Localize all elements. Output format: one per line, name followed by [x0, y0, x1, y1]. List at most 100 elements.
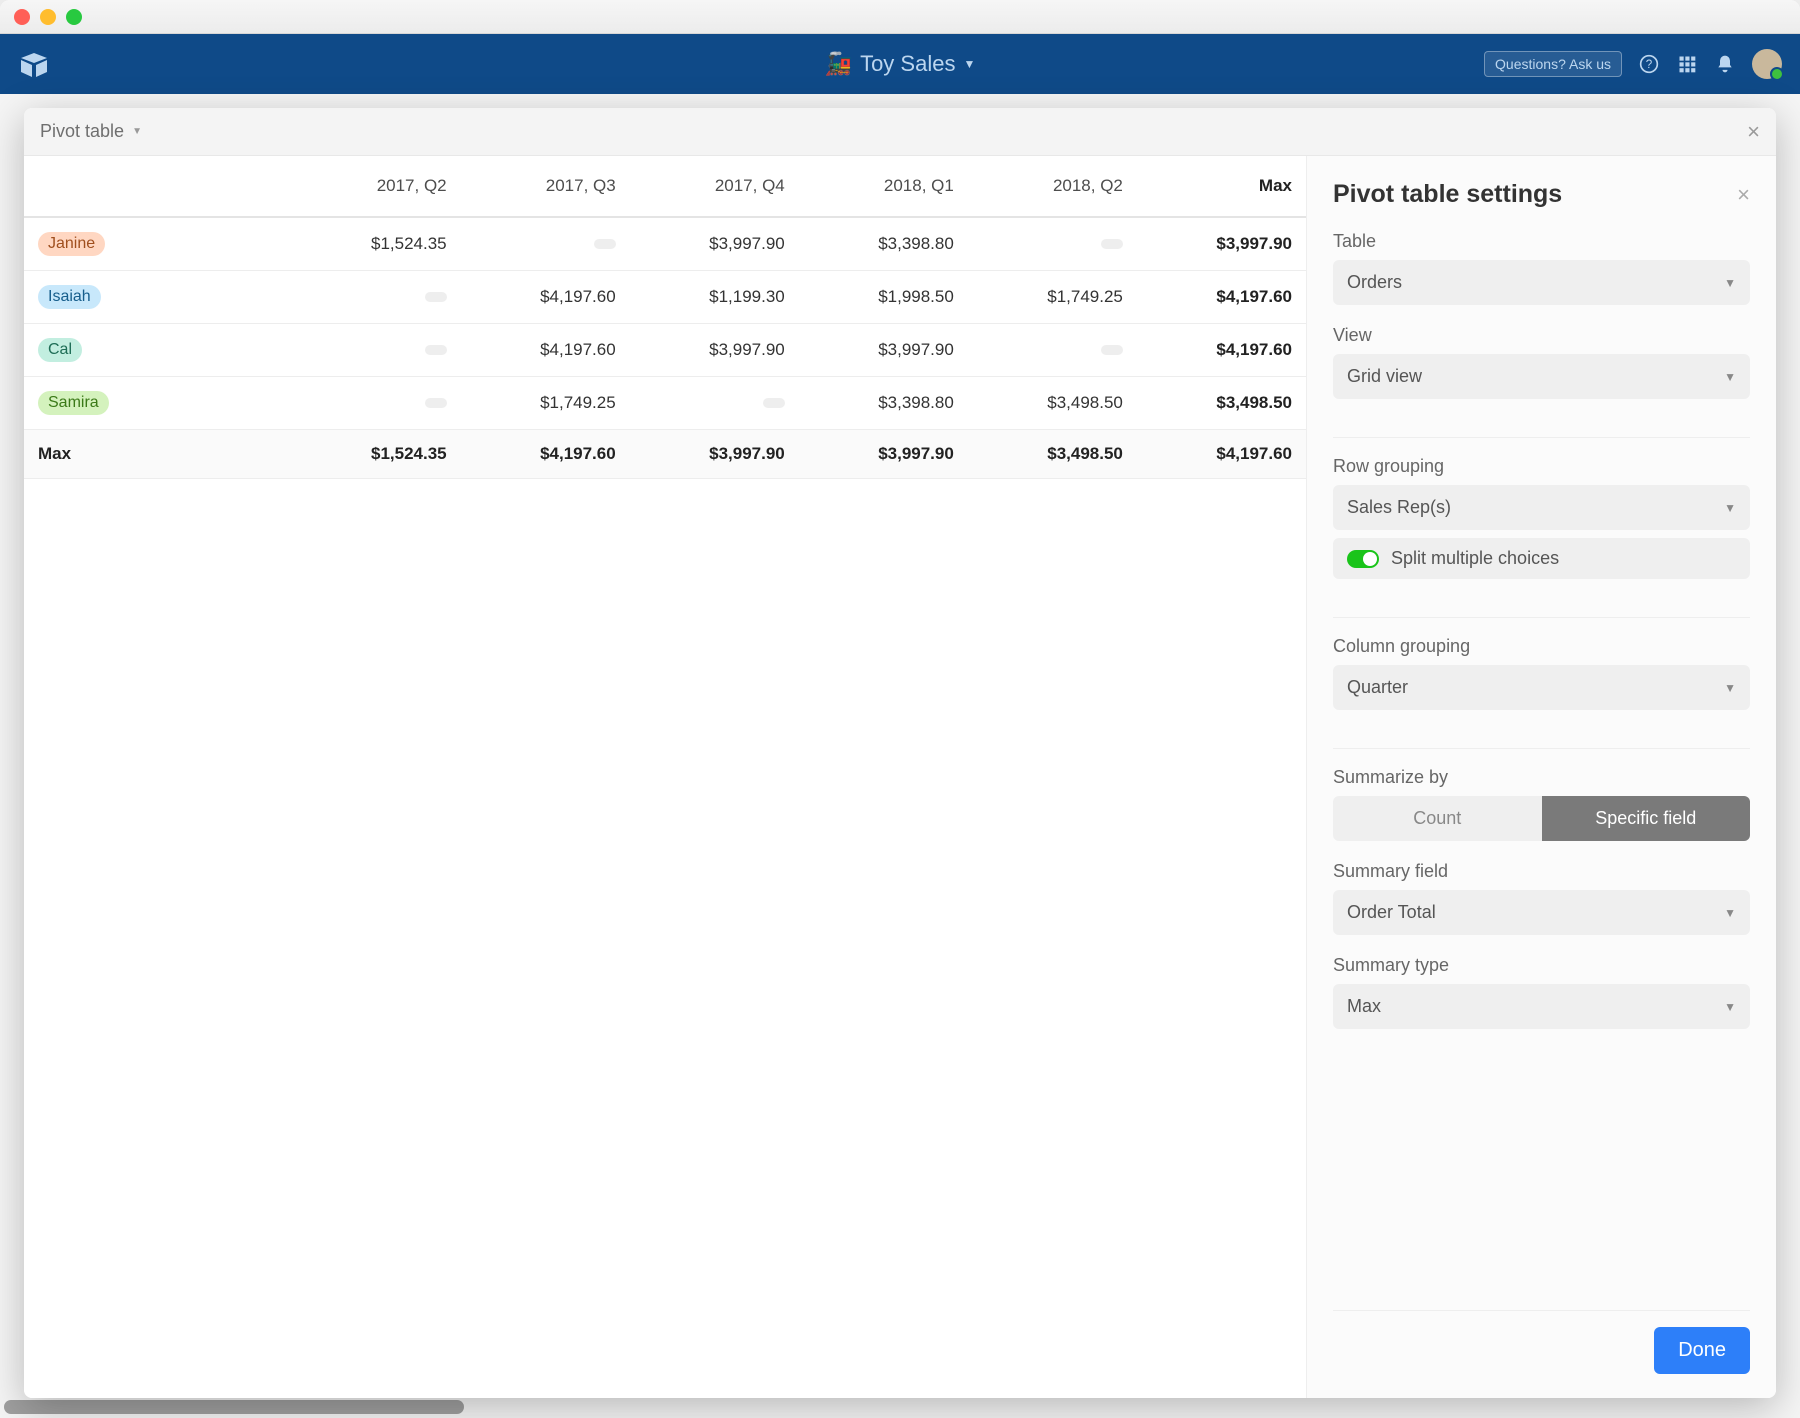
airtable-logo-icon[interactable]	[18, 48, 50, 80]
pivot-max-cell: $4,197.60	[461, 430, 630, 479]
rep-chip: Cal	[38, 338, 82, 362]
close-modal-button[interactable]: ×	[1747, 119, 1760, 145]
column-grouping-value: Quarter	[1347, 677, 1408, 698]
mac-titlebar	[0, 0, 1800, 34]
view-select[interactable]: Grid view ▼	[1333, 354, 1750, 399]
pivot-row-label: Cal	[24, 324, 292, 377]
pivot-cell: $4,197.60	[461, 271, 630, 324]
pivot-cell	[292, 324, 461, 377]
settings-footer: Done	[1333, 1310, 1750, 1374]
horizontal-scrollbar[interactable]	[4, 1400, 464, 1414]
pivot-header-rowlabel	[24, 156, 292, 217]
pivot-row-label: Janine	[24, 217, 292, 271]
pivot-row: Janine$1,524.35$3,997.90$3,398.80$3,997.…	[24, 217, 1306, 271]
chevron-down-icon: ▼	[963, 57, 975, 71]
base-emoji: 🚂	[825, 51, 852, 77]
modal-title: Pivot table	[40, 121, 124, 142]
pivot-cell: $3,498.50	[1137, 377, 1306, 430]
modal-body: 2017, Q22017, Q32017, Q42018, Q12018, Q2…	[24, 156, 1776, 1398]
pivot-header-col: 2018, Q2	[968, 156, 1137, 217]
summary-type-label: Summary type	[1333, 955, 1750, 976]
row-grouping-label: Row grouping	[1333, 456, 1750, 477]
minimize-window-icon[interactable]	[40, 9, 56, 25]
pivot-header-col: 2017, Q2	[292, 156, 461, 217]
column-grouping-select[interactable]: Quarter ▼	[1333, 665, 1750, 710]
row-grouping-value: Sales Rep(s)	[1347, 497, 1451, 518]
app-window: 🚂 Toy Sales ▼ Questions? Ask us ? Pivot …	[0, 0, 1800, 1418]
summary-type-select[interactable]: Max ▼	[1333, 984, 1750, 1029]
summary-type-value: Max	[1347, 996, 1381, 1017]
view-value: Grid view	[1347, 366, 1422, 387]
empty-cell-icon	[425, 345, 447, 355]
done-button[interactable]: Done	[1654, 1327, 1750, 1374]
divider	[1333, 748, 1750, 749]
pivot-cell: $4,197.60	[461, 324, 630, 377]
pivot-cell: $3,398.80	[799, 217, 968, 271]
close-settings-button[interactable]: ×	[1737, 182, 1750, 208]
apps-icon[interactable]	[1676, 53, 1698, 75]
pivot-cell	[968, 217, 1137, 271]
pivot-row-label: Samira	[24, 377, 292, 430]
divider	[1333, 437, 1750, 438]
summarize-specific-field-option[interactable]: Specific field	[1542, 796, 1751, 841]
pivot-max-cell: $1,524.35	[292, 430, 461, 479]
settings-panel: Pivot table settings × Table Orders ▼ Vi…	[1306, 156, 1776, 1398]
questions-button[interactable]: Questions? Ask us	[1484, 51, 1622, 77]
column-grouping-label: Column grouping	[1333, 636, 1750, 657]
summary-field-select[interactable]: Order Total ▼	[1333, 890, 1750, 935]
pivot-cell: $1,199.30	[630, 271, 799, 324]
split-multiple-toggle-row[interactable]: Split multiple choices	[1333, 538, 1750, 579]
maximize-window-icon[interactable]	[66, 9, 82, 25]
close-window-icon[interactable]	[14, 9, 30, 25]
table-select[interactable]: Orders ▼	[1333, 260, 1750, 305]
pivot-cell	[461, 217, 630, 271]
app-header: 🚂 Toy Sales ▼ Questions? Ask us ?	[0, 34, 1800, 94]
chevron-down-icon: ▼	[1724, 370, 1736, 384]
pivot-cell: $3,997.90	[799, 324, 968, 377]
row-grouping-select[interactable]: Sales Rep(s) ▼	[1333, 485, 1750, 530]
pivot-cell: $3,498.50	[968, 377, 1137, 430]
pivot-row: Isaiah$4,197.60$1,199.30$1,998.50$1,749.…	[24, 271, 1306, 324]
pivot-cell: $1,998.50	[799, 271, 968, 324]
rep-chip: Samira	[38, 391, 109, 415]
pivot-header-col: 2018, Q1	[799, 156, 968, 217]
toggle-on-icon	[1347, 550, 1379, 568]
split-multiple-label: Split multiple choices	[1391, 548, 1559, 569]
pivot-cell: $3,398.80	[799, 377, 968, 430]
pivot-row: Samira$1,749.25$3,398.80$3,498.50$3,498.…	[24, 377, 1306, 430]
chevron-down-icon: ▼	[1724, 501, 1736, 515]
pivot-table-area: 2017, Q22017, Q32017, Q42018, Q12018, Q2…	[24, 156, 1306, 1398]
pivot-max-cell: $3,498.50	[968, 430, 1137, 479]
pivot-max-row: Max$1,524.35$4,197.60$3,997.90$3,997.90$…	[24, 430, 1306, 479]
pivot-header-col: Max	[1137, 156, 1306, 217]
pivot-row-label: Isaiah	[24, 271, 292, 324]
chevron-down-icon: ▼	[1724, 1000, 1736, 1014]
pivot-header-col: 2017, Q4	[630, 156, 799, 217]
empty-cell-icon	[763, 398, 785, 408]
notifications-icon[interactable]	[1714, 53, 1736, 75]
chevron-down-icon: ▼	[132, 126, 142, 137]
user-avatar[interactable]	[1752, 49, 1782, 79]
pivot-cell: $3,997.90	[630, 217, 799, 271]
pivot-cell: $1,749.25	[968, 271, 1137, 324]
help-icon[interactable]: ?	[1638, 53, 1660, 75]
pivot-cell: $1,749.25	[461, 377, 630, 430]
pivot-cell: $1,524.35	[292, 217, 461, 271]
chevron-down-icon: ▼	[1724, 681, 1736, 695]
chevron-down-icon: ▼	[1724, 906, 1736, 920]
header-right: Questions? Ask us ?	[1484, 49, 1782, 79]
modal-title-button[interactable]: Pivot table ▼	[40, 121, 142, 142]
pivot-cell: $4,197.60	[1137, 271, 1306, 324]
pivot-cell: $4,197.60	[1137, 324, 1306, 377]
summarize-by-segment: CountSpecific field	[1333, 796, 1750, 841]
rep-chip: Janine	[38, 232, 105, 256]
summarize-count-option[interactable]: Count	[1333, 796, 1542, 841]
pivot-cell	[292, 377, 461, 430]
pivot-block-modal: Pivot table ▼ × 2017, Q22017, Q32017, Q4…	[24, 108, 1776, 1398]
pivot-max-cell: $3,997.90	[630, 430, 799, 479]
pivot-header-col: 2017, Q3	[461, 156, 630, 217]
base-title-button[interactable]: 🚂 Toy Sales ▼	[825, 51, 976, 77]
pivot-cell	[968, 324, 1137, 377]
table-label: Table	[1333, 231, 1750, 252]
empty-cell-icon	[594, 239, 616, 249]
